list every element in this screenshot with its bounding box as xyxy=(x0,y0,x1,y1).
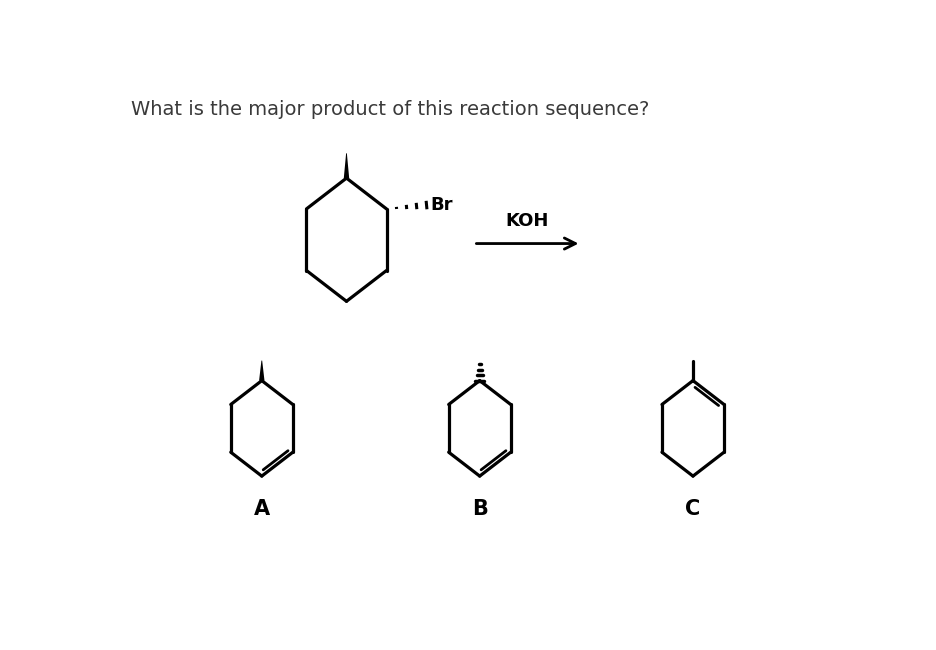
Text: Br: Br xyxy=(431,196,453,214)
Text: B: B xyxy=(472,499,488,519)
Text: KOH: KOH xyxy=(505,212,549,229)
Polygon shape xyxy=(259,361,265,381)
Text: What is the major product of this reaction sequence?: What is the major product of this reacti… xyxy=(131,99,650,118)
Text: A: A xyxy=(254,499,270,519)
Text: C: C xyxy=(685,499,701,519)
Polygon shape xyxy=(344,153,349,178)
